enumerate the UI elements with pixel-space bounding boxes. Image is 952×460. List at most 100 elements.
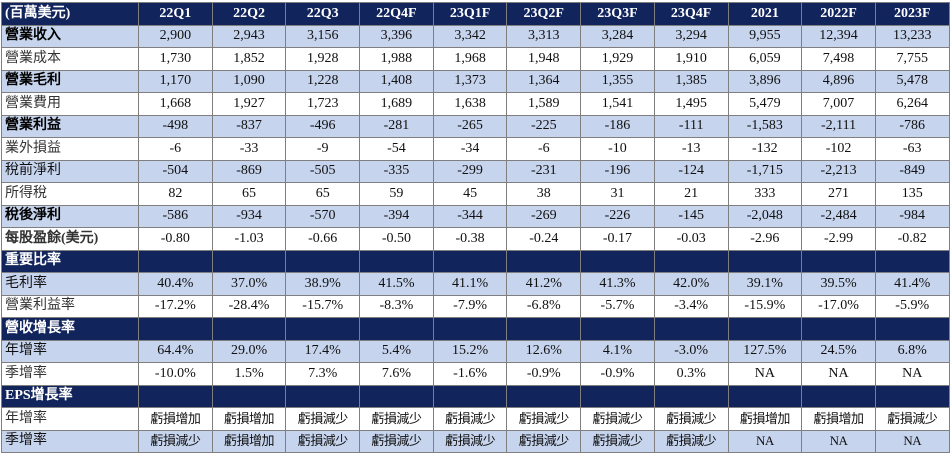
table-cell: -145 bbox=[653, 204, 729, 228]
table-cell: NA bbox=[801, 429, 876, 453]
table-cell: 1,090 bbox=[211, 69, 287, 93]
table-row: 季增率 -10.0% 1.5% 7.3% 7.6% -1.6% -0.9% -0.9% 0.3%… bbox=[1, 362, 950, 386]
section-spacer bbox=[653, 384, 729, 408]
table-cell: -0.38 bbox=[432, 227, 508, 251]
section-spacer bbox=[580, 317, 655, 341]
table-cell: 2,900 bbox=[138, 24, 213, 48]
table-row: 稅後淨利 -586 -934 -570 -394 -344 -269 -226 -145 -2,0… bbox=[1, 204, 950, 228]
section-spacer bbox=[506, 384, 582, 408]
table-row: 年增率 64.4% 29.0% 17.4% 5.4% 15.2% 12.6% 4.1% -3.0… bbox=[1, 339, 950, 363]
table-cell: -10.0% bbox=[138, 362, 213, 386]
table-cell: 0.3% bbox=[653, 362, 729, 386]
section-spacer bbox=[506, 249, 582, 273]
table-cell: 1,910 bbox=[653, 47, 729, 71]
section-spacer bbox=[580, 384, 655, 408]
table-cell: 虧損減少 bbox=[138, 429, 213, 453]
table-body: 營業收入 2,900 2,943 3,156 3,396 3,342 3,313 3,284 3… bbox=[1, 24, 950, 453]
section-spacer bbox=[653, 249, 729, 273]
section-revenue-growth: 營收增長率 bbox=[1, 317, 950, 341]
table-cell: 1,170 bbox=[138, 69, 213, 93]
table-cell: 3,896 bbox=[727, 69, 803, 93]
section-spacer bbox=[580, 249, 655, 273]
table-cell: -2,213 bbox=[801, 159, 876, 183]
table-cell: 29.0% bbox=[211, 339, 287, 363]
table-cell: 1,373 bbox=[432, 69, 508, 93]
table-cell: -869 bbox=[211, 159, 287, 183]
table-cell: -9 bbox=[285, 137, 361, 161]
table-cell: -0.9% bbox=[580, 362, 655, 386]
table-cell: 1,385 bbox=[653, 69, 729, 93]
table-cell: -0.24 bbox=[506, 227, 582, 251]
table-cell: -586 bbox=[138, 204, 213, 228]
row-label: 年增率 bbox=[1, 339, 139, 363]
table-cell: 1,541 bbox=[580, 92, 655, 116]
table-cell: 5,479 bbox=[727, 92, 803, 116]
table-cell: -335 bbox=[359, 159, 434, 183]
row-label: 營業費用 bbox=[1, 92, 139, 116]
table-cell: 1,988 bbox=[359, 47, 434, 71]
table-row: 毛利率 40.4% 37.0% 38.9% 41.5% 41.1% 41.2% 41.3% 42… bbox=[1, 272, 950, 296]
section-spacer bbox=[285, 317, 361, 341]
table-cell: 虧損減少 bbox=[580, 429, 655, 453]
table-cell: -496 bbox=[285, 114, 361, 138]
table-cell: -0.50 bbox=[359, 227, 434, 251]
section-spacer bbox=[801, 384, 876, 408]
table-row: 業外損益 -6 -33 -9 -54 -34 -6 -10 -13 -132 -102 -63 bbox=[1, 137, 950, 161]
table-cell: 271 bbox=[801, 182, 876, 206]
table-cell: -6 bbox=[138, 137, 213, 161]
row-label: 年增率 bbox=[1, 407, 139, 431]
table-cell: 虧損增加 bbox=[801, 407, 876, 431]
table-row: 營業毛利 1,170 1,090 1,228 1,408 1,373 1,364 1,355 1… bbox=[1, 69, 950, 93]
table-cell: 1,228 bbox=[285, 69, 361, 93]
table-cell: -3.4% bbox=[653, 294, 729, 318]
table-cell: 41.5% bbox=[359, 272, 434, 296]
table-cell: 37.0% bbox=[211, 272, 287, 296]
section-spacer bbox=[727, 249, 803, 273]
table-cell: 31 bbox=[580, 182, 655, 206]
table-cell: 41.1% bbox=[432, 272, 508, 296]
table-cell: 7.3% bbox=[285, 362, 361, 386]
table-cell: -269 bbox=[506, 204, 582, 228]
table-cell: -0.66 bbox=[285, 227, 361, 251]
table-cell: 3,284 bbox=[580, 24, 655, 48]
table-row: 季增率 虧損減少 虧損增加 虧損減少 虧損減少 虧損減少 虧損減少 虧損減少 虧損減少 NA NA N… bbox=[1, 429, 950, 453]
table-cell: 4,896 bbox=[801, 69, 876, 93]
table-row: 所得稅 82 65 65 59 45 38 31 21 333 271 135 bbox=[1, 182, 950, 206]
table-cell: 12,394 bbox=[801, 24, 876, 48]
financial-forecast-table: (百萬美元) 22Q1 22Q2 22Q3 22Q4F 23Q1F 23Q2F … bbox=[1, 2, 950, 453]
row-label: 季增率 bbox=[1, 362, 139, 386]
section-spacer bbox=[211, 384, 287, 408]
table-cell: -2.99 bbox=[801, 227, 876, 251]
column-header: 22Q2 bbox=[211, 2, 287, 26]
section-spacer bbox=[432, 384, 508, 408]
table-cell: 3,396 bbox=[359, 24, 434, 48]
table-cell: 21 bbox=[653, 182, 729, 206]
column-header: 22Q1 bbox=[138, 2, 213, 26]
column-header: 2023F bbox=[874, 2, 950, 26]
section-key-ratios: 重要比率 bbox=[1, 249, 950, 273]
table-cell: -231 bbox=[506, 159, 582, 183]
table-cell: 40.4% bbox=[138, 272, 213, 296]
table-cell: -124 bbox=[653, 159, 729, 183]
table-cell: -344 bbox=[432, 204, 508, 228]
table-cell: -15.7% bbox=[285, 294, 361, 318]
table-cell: 虧損增加 bbox=[211, 407, 287, 431]
table-cell: 45 bbox=[432, 182, 508, 206]
table-cell: -570 bbox=[285, 204, 361, 228]
section-spacer bbox=[211, 249, 287, 273]
table-cell: 6,264 bbox=[874, 92, 950, 116]
table-cell: -6.8% bbox=[506, 294, 582, 318]
column-header: 22Q3 bbox=[285, 2, 361, 26]
section-spacer bbox=[653, 317, 729, 341]
table-cell: -1,583 bbox=[727, 114, 803, 138]
table-cell: -186 bbox=[580, 114, 655, 138]
table-cell: 6.8% bbox=[874, 339, 950, 363]
table-cell: 虧損減少 bbox=[506, 429, 582, 453]
section-spacer bbox=[874, 384, 950, 408]
column-header: 23Q2F bbox=[506, 2, 582, 26]
table-cell: NA bbox=[727, 429, 803, 453]
table-cell: 127.5% bbox=[727, 339, 803, 363]
table-cell: -505 bbox=[285, 159, 361, 183]
table-cell: -33 bbox=[211, 137, 287, 161]
table-cell: 1,723 bbox=[285, 92, 361, 116]
